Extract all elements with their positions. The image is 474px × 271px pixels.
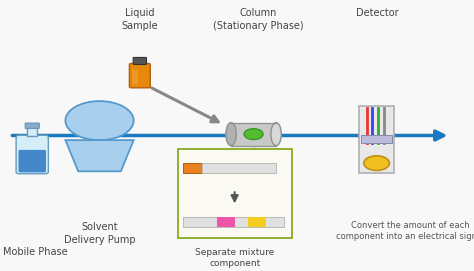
FancyBboxPatch shape: [202, 163, 276, 173]
Text: Convert the amount of each
component into an electrical signal: Convert the amount of each component int…: [336, 221, 474, 241]
Ellipse shape: [226, 122, 236, 146]
Text: Mobile Phase: Mobile Phase: [3, 247, 68, 257]
FancyBboxPatch shape: [25, 123, 39, 128]
FancyBboxPatch shape: [217, 217, 235, 227]
FancyBboxPatch shape: [361, 136, 392, 143]
FancyBboxPatch shape: [129, 63, 150, 88]
FancyBboxPatch shape: [133, 57, 146, 64]
Text: Column
(Stationary Phase): Column (Stationary Phase): [213, 8, 304, 31]
Text: Separate mixture
component: Separate mixture component: [195, 248, 274, 268]
FancyBboxPatch shape: [248, 217, 266, 227]
FancyBboxPatch shape: [178, 149, 292, 238]
FancyBboxPatch shape: [16, 135, 48, 174]
FancyBboxPatch shape: [18, 150, 46, 172]
FancyBboxPatch shape: [27, 127, 37, 136]
FancyBboxPatch shape: [183, 163, 203, 173]
Text: Solvent
Delivery Pump: Solvent Delivery Pump: [64, 222, 136, 245]
Circle shape: [65, 101, 134, 140]
Text: Detector: Detector: [356, 8, 398, 18]
Circle shape: [244, 129, 263, 140]
FancyBboxPatch shape: [183, 217, 284, 227]
Ellipse shape: [271, 122, 282, 146]
Text: Liquid
Sample: Liquid Sample: [121, 8, 158, 31]
Circle shape: [364, 156, 390, 170]
Polygon shape: [65, 140, 134, 171]
FancyBboxPatch shape: [231, 122, 276, 146]
FancyBboxPatch shape: [132, 70, 138, 85]
FancyBboxPatch shape: [359, 106, 394, 173]
